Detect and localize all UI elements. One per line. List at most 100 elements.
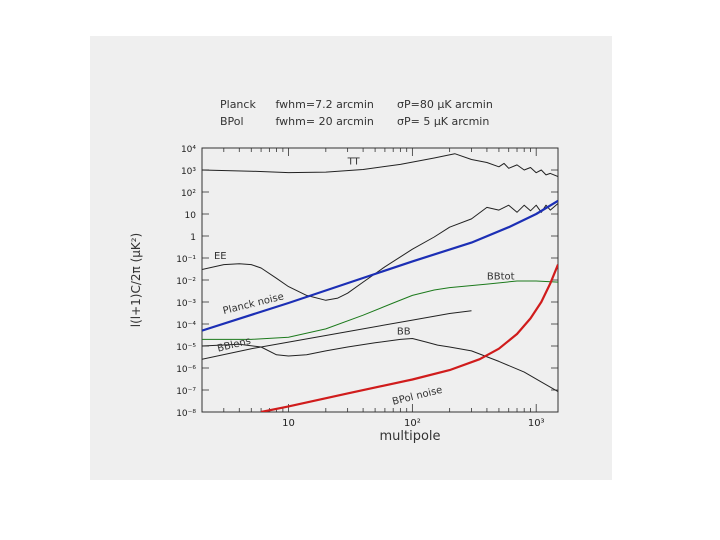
series-point-tt <box>434 157 435 158</box>
series-point-tt <box>550 173 551 174</box>
series-point-ee <box>412 249 413 250</box>
y-tick-label: 10⁻¹ <box>176 255 196 265</box>
series-point-ee <box>516 212 517 213</box>
series-point-bpol-noise <box>288 406 289 407</box>
series-line-bb <box>202 338 558 393</box>
series-point-bb-tot <box>412 295 413 296</box>
series-point-tt <box>400 164 401 165</box>
series-point-bb <box>498 361 499 362</box>
x-axis-label: multipole <box>379 429 440 444</box>
series-point-bb <box>276 354 277 355</box>
series-point-bb <box>400 339 401 340</box>
power-spectrum-chart: 10 10² 10³ 10⁴ 10³ 10² 10 1 10⁻¹ 10⁻² 10⁻³ 10⁻⁴ 10⁻⁵… <box>129 145 559 444</box>
series-point-bb-tot <box>434 289 435 290</box>
series-point-bb-lens <box>288 342 289 343</box>
series-point-tt <box>362 169 363 170</box>
series-point-bb <box>437 344 438 345</box>
series-point-bb <box>325 350 326 351</box>
series-point-bpol-noise <box>530 318 531 319</box>
series-label-tt: TT <box>347 156 361 167</box>
series-point-tt <box>557 176 558 177</box>
series-point-bb <box>374 342 375 343</box>
header-line-bpol: BPol fwhm= 20 arcmin σP= 5 μK arcmin <box>220 115 489 128</box>
series-point-bb-tot <box>557 282 558 283</box>
header-bpol-name: BPol <box>220 115 244 128</box>
header-bpol-fwhm: fwhm= 20 arcmin <box>275 115 374 128</box>
series-point-bb-tot <box>449 287 450 288</box>
series-point-tt <box>508 168 509 169</box>
series-point-bb <box>347 346 348 347</box>
y-tick-label: 1 <box>190 233 196 243</box>
series-point-tt <box>454 153 455 154</box>
series-point-tt <box>498 166 499 167</box>
series-point-bb <box>288 355 289 356</box>
series-point-bb-tot <box>362 315 363 316</box>
series-point-planck-noise <box>412 261 413 262</box>
series-point-tt <box>486 162 487 163</box>
series-point-ee <box>260 267 261 268</box>
series-point-ee <box>524 205 525 206</box>
series-point-ee <box>550 210 551 211</box>
series-point-ee <box>449 227 450 228</box>
y-tick-label: 10⁻⁸ <box>176 409 196 419</box>
series-point-bb-lens <box>449 313 450 314</box>
series-point-bb <box>412 338 413 339</box>
series-line-ee <box>202 203 558 301</box>
series-point-ee <box>347 293 348 294</box>
series-point-ee <box>471 218 472 219</box>
series-point-ee <box>201 269 202 270</box>
series-line-bb-tot <box>202 280 558 340</box>
series-point-ee <box>362 282 363 283</box>
series-point-ee <box>486 207 487 208</box>
series-point-tt <box>530 167 531 168</box>
series-point-ee <box>239 263 240 264</box>
y-tick-label: 10⁻⁵ <box>176 343 196 353</box>
header-line-planck: Planck fwhm=7.2 arcmin σP=80 μK arcmin <box>220 98 493 111</box>
series-point-bb-tot <box>516 280 517 281</box>
series-point-ee <box>288 286 289 287</box>
series-point-tt <box>471 159 472 160</box>
series-point-ee <box>223 264 224 265</box>
series-label-bb-lens: BBlens <box>216 336 252 355</box>
series-point-tt <box>536 172 537 173</box>
series-point-ee <box>251 264 252 265</box>
y-tick-label: 10⁻³ <box>176 299 196 309</box>
series-point-planck-noise <box>536 213 537 214</box>
series-point-ee <box>508 205 509 206</box>
series-point-bb-tot <box>201 339 202 340</box>
series-point-bpol-noise <box>541 301 542 302</box>
header-bpol-sigma: σP= 5 μK arcmin <box>397 115 490 128</box>
y-tick-label: 10⁻⁴ <box>176 321 196 331</box>
series-point-bb-tot <box>393 302 394 303</box>
series-point-ee <box>337 298 338 299</box>
series-point-tt <box>288 172 289 173</box>
series-point-ee <box>545 205 546 206</box>
series-point-bb <box>201 345 202 346</box>
series-line-bpol-noise <box>260 264 558 412</box>
series-line-bb-lens <box>202 310 472 360</box>
series-point-tt <box>524 169 525 170</box>
series-point-bb <box>426 342 427 343</box>
series-point-planck-noise <box>471 242 472 243</box>
y-axis-label: l(l+1)C/2π (μK²) <box>129 233 143 328</box>
series-point-tt <box>541 169 542 170</box>
series-point-ee <box>536 205 537 206</box>
x-tick-label: 10² <box>404 418 421 429</box>
series-point-bpol-noise <box>550 283 551 284</box>
series-point-ee <box>530 210 531 211</box>
series-label-ee: EE <box>214 251 227 262</box>
series-point-bb-lens <box>471 310 472 311</box>
y-tick-label: 10 <box>185 211 197 221</box>
series-point-tt <box>251 171 252 172</box>
series-point-bpol-noise <box>479 359 480 360</box>
series-point-bpol-noise <box>516 333 517 334</box>
series-point-ee <box>276 278 277 279</box>
series-point-bb <box>471 350 472 351</box>
series-point-bpol-noise <box>557 264 558 265</box>
series-point-bb-lens <box>251 348 252 349</box>
series-point-planck-noise <box>508 227 509 228</box>
series-point-bb-lens <box>412 320 413 321</box>
chart-panel: Planck fwhm=7.2 arcmin σP=80 μK arcmin B… <box>90 36 612 480</box>
series-point-bb-tot <box>288 337 289 338</box>
series-point-bpol-noise <box>498 348 499 349</box>
